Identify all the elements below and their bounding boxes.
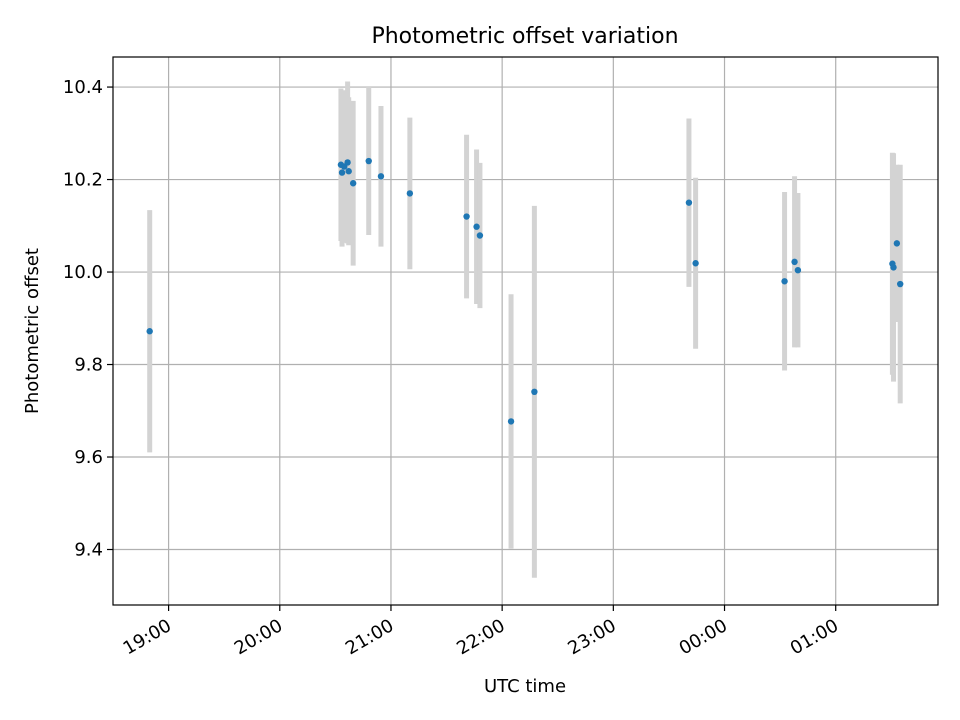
- data-point: [794, 266, 802, 274]
- data-point: [791, 258, 798, 266]
- chart-title: Photometric offset variation: [371, 24, 678, 49]
- data-point: [890, 264, 897, 271]
- data-point: [692, 260, 699, 267]
- y-tick-label: 9.6: [74, 447, 103, 468]
- data-point: [344, 159, 351, 166]
- data-point: [349, 180, 357, 187]
- data-point: [685, 199, 693, 206]
- data-point: [507, 418, 515, 425]
- data-point: [345, 168, 352, 175]
- data-point: [406, 190, 414, 197]
- data-point: [893, 240, 901, 247]
- plot-frame: [112, 56, 939, 606]
- data-point: [896, 280, 904, 288]
- grid-lines: [113, 57, 938, 605]
- y-tick-label: 10.0: [63, 262, 103, 283]
- y-tick-label: 10.4: [63, 77, 103, 98]
- data-point: [377, 173, 385, 180]
- data-point: [531, 388, 538, 396]
- y-tick-label: 9.4: [74, 540, 103, 561]
- y-axis-ticks: 9.4 9.6 9.8 10.0 10.2 10.4: [63, 77, 113, 561]
- data-point: [338, 169, 346, 176]
- y-tick-label: 10.2: [63, 170, 103, 191]
- y-axis-label: Photometric offset: [22, 248, 43, 414]
- data-point: [781, 278, 788, 285]
- data-point: [463, 213, 470, 220]
- data-points: [146, 157, 904, 425]
- data-point: [476, 232, 484, 239]
- x-axis-label: UTC time: [484, 676, 566, 697]
- data-point: [473, 223, 480, 230]
- data-point: [146, 328, 153, 335]
- data-point: [365, 157, 372, 165]
- y-tick-label: 9.8: [74, 355, 103, 376]
